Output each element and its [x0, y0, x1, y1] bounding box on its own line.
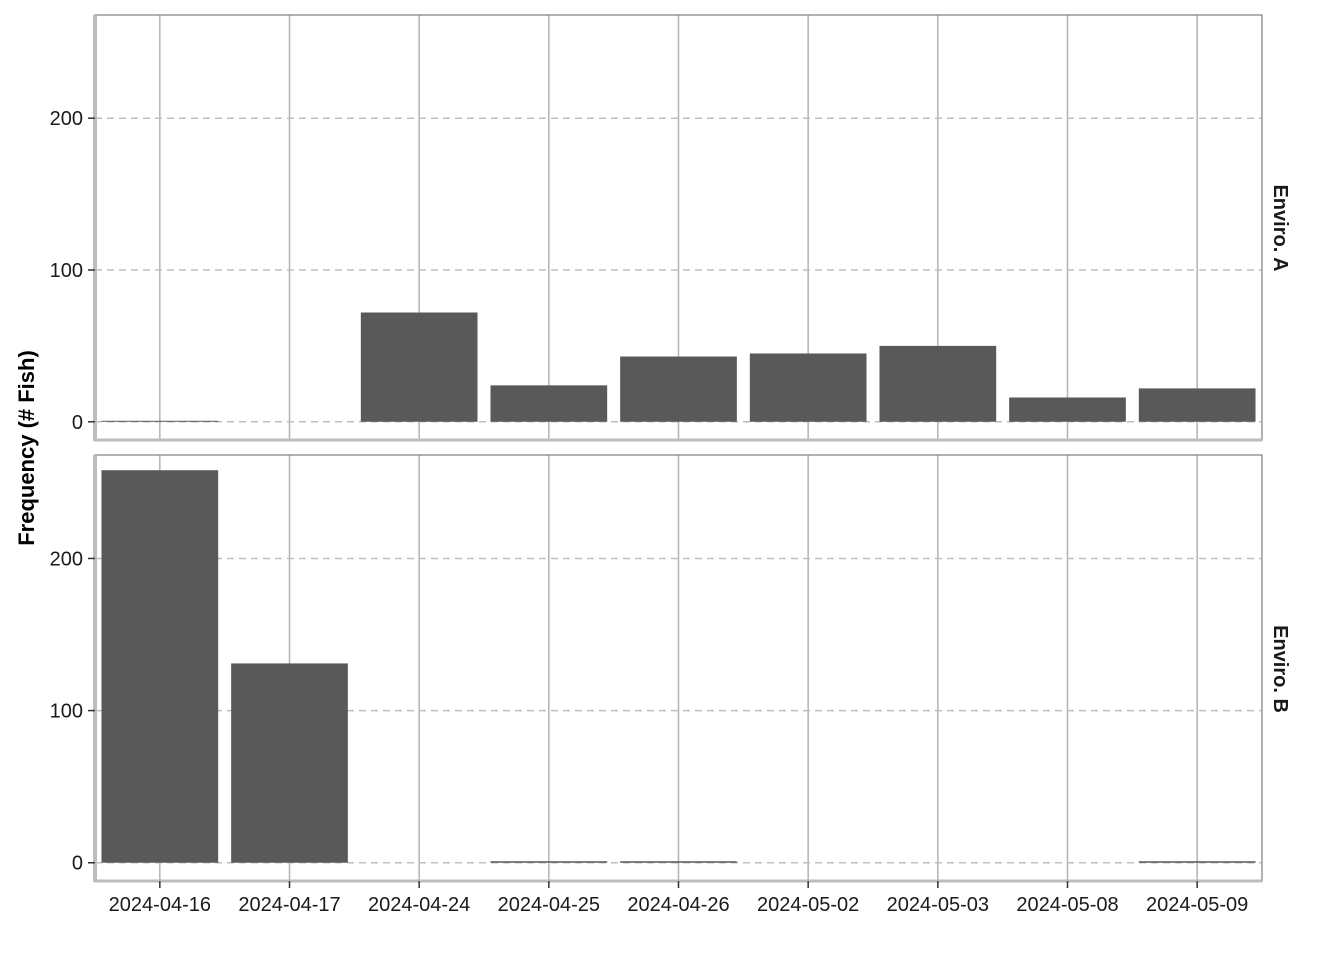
bar	[620, 861, 737, 863]
facet-strip-label: Enviro. A	[1269, 184, 1291, 271]
panels: 0 100 200 Enviro. A 0 100 200 Enviro. B	[50, 14, 1291, 883]
facet-strip-label: Enviro. B	[1269, 625, 1291, 713]
bar	[879, 345, 997, 422]
x-tick-label: 2024-05-09	[1146, 894, 1248, 916]
y-tick-label: 0	[72, 853, 83, 875]
y-tick-label: 200	[50, 108, 83, 130]
bar	[490, 385, 608, 422]
x-tick-label: 2024-04-24	[368, 894, 470, 916]
x-tick-label: 2024-05-08	[1016, 894, 1118, 916]
bar	[231, 663, 348, 863]
x-tick-label: 2024-05-03	[887, 894, 989, 916]
bar	[1138, 388, 1256, 422]
panel-a: 0 100 200 Enviro. A	[50, 14, 1291, 442]
x-tick-label: 2024-04-16	[109, 894, 211, 916]
bar	[1138, 861, 1256, 863]
x-axis-ticks: 2024-04-16 2024-04-17 2024-04-24 2024-04-25…	[109, 881, 1248, 916]
bar	[101, 470, 219, 863]
y-tick-label: 100	[50, 260, 83, 282]
y-axis-title: Frequency (# Fish)	[14, 350, 39, 546]
bar	[101, 420, 219, 422]
y-tick-label: 0	[72, 412, 83, 434]
panel-b: 0 100 200 Enviro. B	[50, 454, 1291, 883]
y-tick-label: 200	[50, 548, 83, 570]
y-tick-label: 100	[50, 701, 83, 723]
x-tick-label: 2024-05-02	[757, 894, 859, 916]
bar	[620, 356, 737, 422]
bar	[1009, 397, 1126, 422]
x-tick-label: 2024-04-25	[498, 894, 600, 916]
bar	[490, 861, 608, 863]
bar	[360, 312, 478, 422]
bar	[749, 353, 867, 422]
x-tick-label: 2024-04-26	[627, 894, 729, 916]
x-tick-label: 2024-04-17	[238, 894, 340, 916]
